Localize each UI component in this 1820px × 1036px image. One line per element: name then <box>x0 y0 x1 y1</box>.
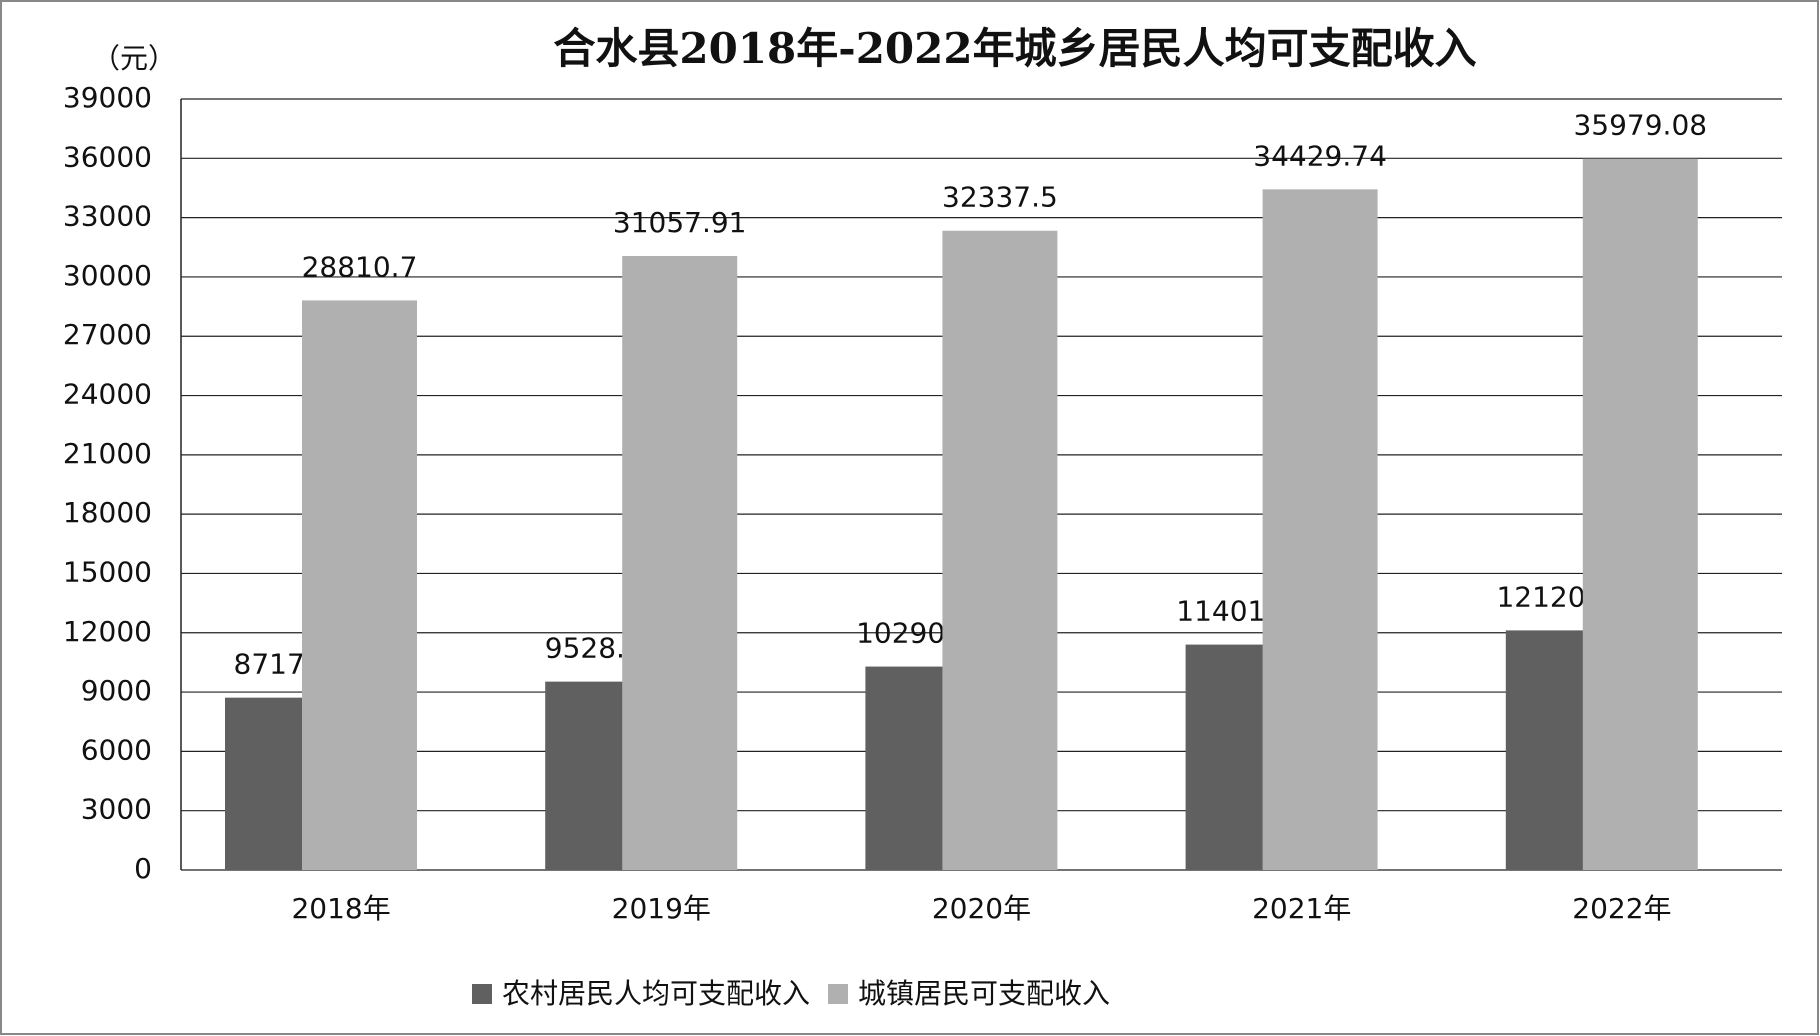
y-tick-label: 18000 <box>63 496 152 529</box>
x-tick-label: 2021年 <box>1252 892 1351 925</box>
value-label: 35979.08 <box>1573 109 1707 142</box>
y-tick-label: 0 <box>134 852 152 885</box>
value-label: 34429.74 <box>1253 139 1387 172</box>
y-tick-label: 24000 <box>63 378 152 411</box>
y-tick-label: 3000 <box>81 793 152 826</box>
legend-swatch <box>828 984 849 1004</box>
bar <box>1262 189 1378 870</box>
y-tick-label: 27000 <box>63 318 152 351</box>
bar <box>302 300 417 870</box>
bar <box>942 230 1058 870</box>
y-tick-label: 36000 <box>63 140 152 173</box>
x-tick-label: 2018年 <box>291 892 390 925</box>
y-tick-label: 9000 <box>81 674 152 707</box>
legend-label: 城镇居民可支配收入 <box>858 977 1110 1010</box>
bar <box>622 256 738 870</box>
y-tick-label: 30000 <box>63 259 152 292</box>
x-tick-label: 2019年 <box>612 892 711 925</box>
value-label: 31057.91 <box>613 206 747 239</box>
y-tick-label: 21000 <box>63 437 152 470</box>
x-tick-label: 2020年 <box>932 892 1031 925</box>
value-label: 32337.5 <box>942 181 1058 214</box>
y-tick-label: 6000 <box>81 733 152 766</box>
bar <box>1582 158 1698 871</box>
y-tick-label: 12000 <box>63 615 152 648</box>
legend-label: 农村居民人均可支配收入 <box>502 977 810 1010</box>
y-tick-label: 39000 <box>63 81 152 114</box>
value-label: 28810.7 <box>302 250 418 283</box>
chart-title: 合水县2018年-2022年城乡居民人均可支配收入 <box>553 24 1476 73</box>
y-tick-label: 33000 <box>63 200 152 233</box>
legend-swatch <box>472 984 492 1004</box>
y-axis-label: （元） <box>92 42 176 75</box>
y-tick-label: 15000 <box>63 555 152 588</box>
x-tick-label: 2022年 <box>1572 892 1671 925</box>
